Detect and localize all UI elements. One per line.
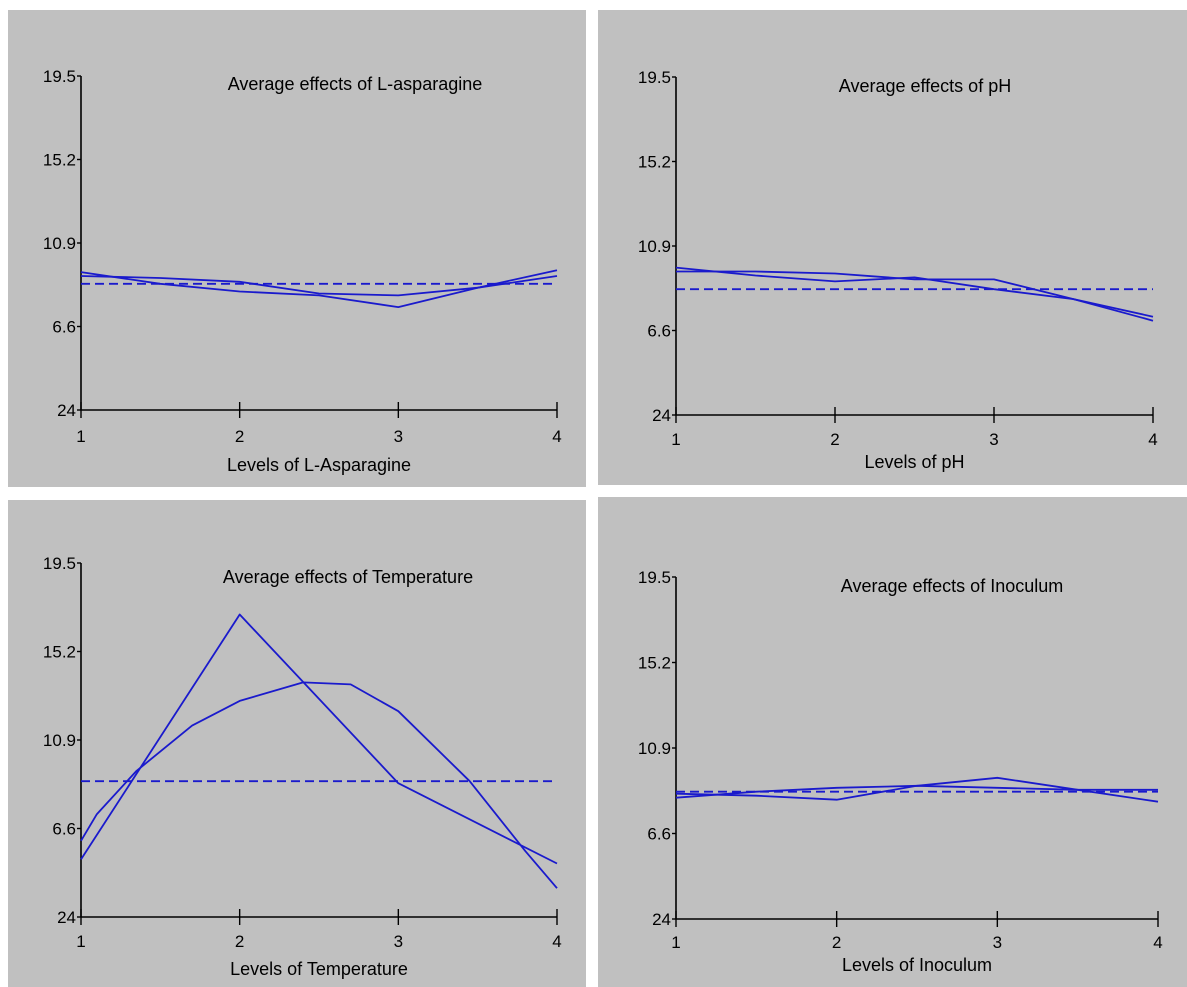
series-line-1-temperature xyxy=(80,613,558,865)
x-tick-label: 2 xyxy=(830,430,839,449)
y-tick-label: 15.2 xyxy=(638,654,671,673)
x-tick-label: 1 xyxy=(76,932,85,951)
y-tick-label: 19.5 xyxy=(638,568,671,587)
y-tick-label: 24 xyxy=(652,910,671,929)
x-tick-label: 2 xyxy=(235,932,244,951)
x-axis-label: Levels of Temperature xyxy=(230,959,408,979)
x-tick-label: 4 xyxy=(552,427,561,446)
chart-ph: 24 6.6 10.9 15.2 19.5 1 2 3 4 Average effects of … xyxy=(638,68,1158,472)
y-tick-label: 19.5 xyxy=(638,68,671,87)
chart-panel-l-asparagine: 24 6.6 10.9 15.2 19.5 1 2 3 4 Average effects of … xyxy=(8,10,586,487)
x-tick-label: 4 xyxy=(1148,430,1157,449)
y-tick-label: 24 xyxy=(652,406,671,425)
x-axis-label: Levels of pH xyxy=(864,452,964,472)
x-tick-label: 3 xyxy=(394,427,403,446)
y-tick-label: 15.2 xyxy=(43,151,76,170)
y-tick-label: 6.6 xyxy=(52,318,76,337)
chart-panel-inoculum: 24 6.6 10.9 15.2 19.5 1 2 3 4 Average effects of … xyxy=(598,497,1187,987)
chart-title: Average effects of Inoculum xyxy=(841,576,1063,596)
y-tick-label: 10.9 xyxy=(43,234,76,253)
x-tick-label: 2 xyxy=(832,933,841,952)
x-axis-label: Levels of Inoculum xyxy=(842,955,992,975)
chart-title: Average effects of Temperature xyxy=(223,567,473,587)
series-line-2-l-asparagine xyxy=(80,275,558,297)
x-tick-label: 3 xyxy=(993,933,1002,952)
x-tick-label: 1 xyxy=(671,430,680,449)
series-line-1-ph xyxy=(675,266,1154,318)
y-tick-label: 6.6 xyxy=(647,322,671,341)
chart-panel-ph: 24 6.6 10.9 15.2 19.5 1 2 3 4 Average effects of … xyxy=(598,10,1187,485)
y-tick-label: 10.9 xyxy=(638,739,671,758)
x-tick-label: 4 xyxy=(552,932,561,951)
y-tick-label: 15.2 xyxy=(638,153,671,172)
y-tick-label: 10.9 xyxy=(638,237,671,256)
x-tick-label: 1 xyxy=(671,933,680,952)
y-tick-label: 6.6 xyxy=(647,825,671,844)
chart-title: Average effects of pH xyxy=(839,76,1011,96)
series-line-2-temperature xyxy=(80,681,558,889)
x-tick-label: 4 xyxy=(1153,933,1162,952)
series-line-1-l-asparagine xyxy=(80,269,558,309)
y-tick-label: 19.5 xyxy=(43,554,76,573)
y-tick-label: 15.2 xyxy=(43,643,76,662)
y-tick-label: 24 xyxy=(57,401,76,420)
chart-temperature: 24 6.6 10.9 15.2 19.5 1 2 3 4 Average effects of … xyxy=(43,554,562,979)
y-tick-label: 19.5 xyxy=(43,67,76,86)
chart-panel-temperature: 24 6.6 10.9 15.2 19.5 1 2 3 4 Average effects of … xyxy=(8,500,586,987)
x-tick-label: 2 xyxy=(235,427,244,446)
x-axis-label: Levels of L-Asparagine xyxy=(227,455,411,475)
y-tick-label: 24 xyxy=(57,908,76,927)
chart-title: Average effects of L-asparagine xyxy=(228,74,483,94)
x-tick-label: 3 xyxy=(989,430,998,449)
chart-inoculum: 24 6.6 10.9 15.2 19.5 1 2 3 4 Average effects of … xyxy=(638,568,1163,975)
y-tick-label: 6.6 xyxy=(52,820,76,839)
y-tick-label: 10.9 xyxy=(43,731,76,750)
chart-l-asparagine: 24 6.6 10.9 15.2 19.5 1 2 3 4 Average effects of … xyxy=(43,67,562,475)
x-tick-label: 1 xyxy=(76,427,85,446)
series-line-2-inoculum xyxy=(675,776,1159,803)
x-tick-label: 3 xyxy=(394,932,403,951)
series-line-2-ph xyxy=(676,270,1154,322)
